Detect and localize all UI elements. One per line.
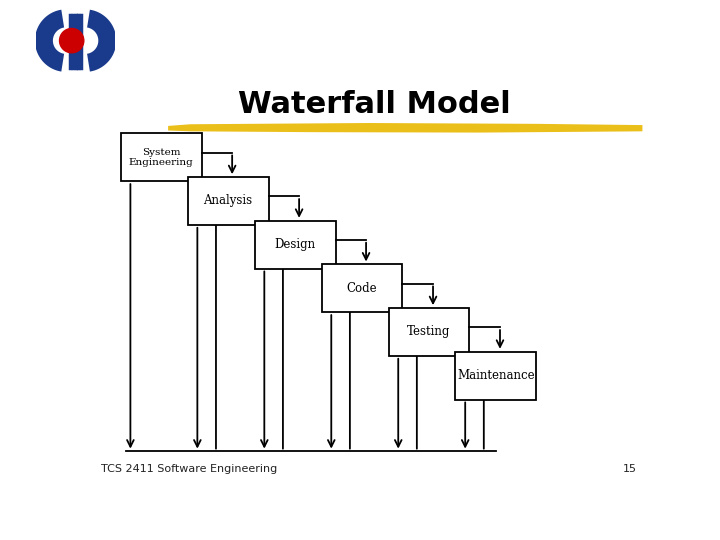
Text: TCS 2411 Software Engineering: TCS 2411 Software Engineering — [101, 464, 277, 474]
Polygon shape — [35, 10, 64, 72]
Text: Analysis: Analysis — [204, 194, 253, 207]
Bar — [389, 308, 469, 356]
Text: Design: Design — [274, 238, 315, 251]
Text: Testing: Testing — [408, 326, 451, 339]
Bar — [456, 352, 536, 400]
Text: Waterfall Model: Waterfall Model — [238, 90, 510, 119]
Bar — [188, 177, 269, 225]
Bar — [255, 221, 336, 268]
Text: System
Engineering: System Engineering — [129, 147, 194, 167]
Text: 15: 15 — [623, 464, 637, 474]
Bar — [322, 265, 402, 312]
Polygon shape — [168, 123, 642, 133]
Circle shape — [60, 29, 84, 53]
Text: Code: Code — [347, 282, 377, 295]
Polygon shape — [87, 10, 117, 72]
Text: Maintenance: Maintenance — [457, 369, 535, 382]
Bar — [121, 133, 202, 181]
